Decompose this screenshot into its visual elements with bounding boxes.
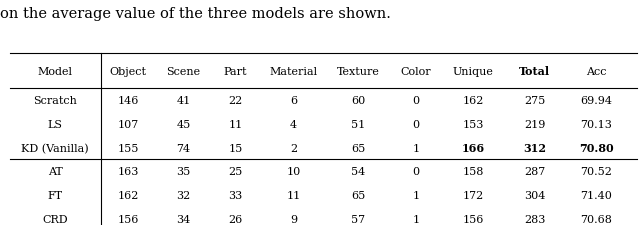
Text: 162: 162: [463, 96, 484, 106]
Text: 283: 283: [524, 214, 545, 224]
Text: 107: 107: [118, 119, 139, 129]
Text: 15: 15: [228, 143, 243, 153]
Text: Model: Model: [38, 66, 72, 77]
Text: 70.52: 70.52: [580, 166, 612, 177]
Text: 156: 156: [118, 214, 139, 224]
Text: 162: 162: [118, 190, 139, 200]
Text: Texture: Texture: [337, 66, 380, 77]
Text: 70.13: 70.13: [580, 119, 612, 129]
Text: 65: 65: [351, 190, 365, 200]
Text: 304: 304: [524, 190, 545, 200]
Text: 9: 9: [290, 214, 298, 224]
Text: Color: Color: [401, 66, 431, 77]
Text: 71.40: 71.40: [580, 190, 612, 200]
Text: 153: 153: [463, 119, 484, 129]
Text: 33: 33: [228, 190, 243, 200]
Text: 51: 51: [351, 119, 365, 129]
Text: 60: 60: [351, 96, 365, 106]
Text: 0: 0: [412, 119, 419, 129]
Text: 0: 0: [412, 166, 419, 177]
Text: LS: LS: [47, 119, 63, 129]
Text: Total: Total: [519, 66, 550, 77]
Text: 6: 6: [290, 96, 298, 106]
Text: 1: 1: [412, 143, 419, 153]
Text: 163: 163: [118, 166, 139, 177]
Text: 275: 275: [524, 96, 545, 106]
Text: 32: 32: [176, 190, 191, 200]
Text: Scratch: Scratch: [33, 96, 77, 106]
Text: 57: 57: [351, 214, 365, 224]
Text: 35: 35: [176, 166, 191, 177]
Text: 146: 146: [118, 96, 139, 106]
Text: 65: 65: [351, 143, 365, 153]
Text: 41: 41: [176, 96, 191, 106]
Text: Part: Part: [223, 66, 247, 77]
Text: 158: 158: [463, 166, 484, 177]
Text: 4: 4: [290, 119, 298, 129]
Text: 69.94: 69.94: [580, 96, 612, 106]
Text: 11: 11: [228, 119, 243, 129]
Text: 54: 54: [351, 166, 365, 177]
Text: 2: 2: [290, 143, 298, 153]
Text: 74: 74: [176, 143, 190, 153]
Text: 312: 312: [523, 142, 546, 153]
Text: Material: Material: [269, 66, 318, 77]
Text: 70.80: 70.80: [579, 142, 613, 153]
Text: CRD: CRD: [42, 214, 68, 224]
Text: Scene: Scene: [166, 66, 200, 77]
Text: 0: 0: [412, 96, 419, 106]
Text: on the average value of the three models are shown.: on the average value of the three models…: [0, 7, 391, 21]
Text: FT: FT: [47, 190, 63, 200]
Text: 22: 22: [228, 96, 243, 106]
Text: Acc: Acc: [586, 66, 606, 77]
Text: 11: 11: [287, 190, 301, 200]
Text: 1: 1: [412, 214, 419, 224]
Text: 34: 34: [176, 214, 191, 224]
Text: 287: 287: [524, 166, 545, 177]
Text: Unique: Unique: [452, 66, 493, 77]
Text: Object: Object: [109, 66, 147, 77]
Text: 26: 26: [228, 214, 243, 224]
Text: KD (Vanilla): KD (Vanilla): [21, 143, 89, 153]
Text: 10: 10: [287, 166, 301, 177]
Text: 219: 219: [524, 119, 545, 129]
Text: 25: 25: [228, 166, 243, 177]
Text: 1: 1: [412, 190, 419, 200]
Text: 45: 45: [176, 119, 191, 129]
Text: 166: 166: [461, 142, 484, 153]
Text: 172: 172: [463, 190, 484, 200]
Text: 70.68: 70.68: [580, 214, 612, 224]
Text: AT: AT: [48, 166, 63, 177]
Text: 155: 155: [118, 143, 139, 153]
Text: 156: 156: [463, 214, 484, 224]
